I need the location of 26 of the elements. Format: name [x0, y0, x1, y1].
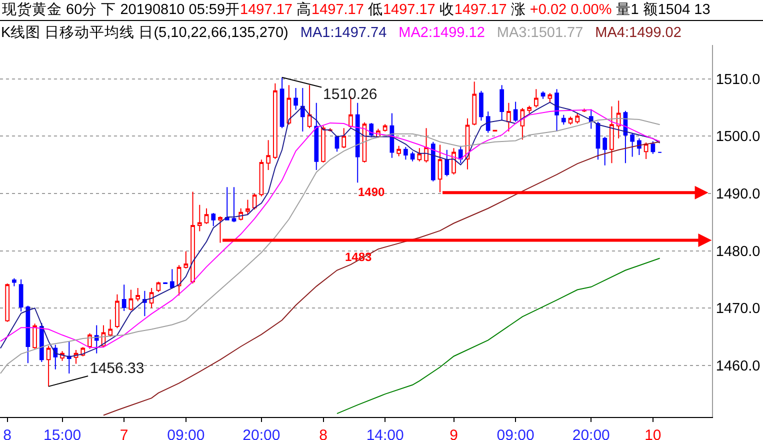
- x-tick-label: 09:00: [496, 427, 534, 440]
- x-tick-label: 9: [450, 427, 458, 440]
- x-tick-label: 10: [644, 427, 662, 440]
- y-tick-label: 1490.0: [716, 186, 760, 203]
- text: MA1:1497.74: [300, 25, 387, 41]
- y-tick-label: 1500.0: [716, 129, 760, 146]
- y-tick-label: 1480.0: [716, 244, 760, 260]
- y-tick-label: 1510.0: [716, 72, 760, 88]
- text: MA4:1499.02: [595, 25, 682, 41]
- chart-subtitle: K线图 日移动平均线 日(5,10,22,66,135,270): [1, 25, 288, 41]
- x-tick-label: 8: [3, 427, 12, 440]
- x-tick-label: 20:00: [242, 427, 280, 440]
- text: MA3:1501.77: [496, 25, 584, 41]
- text: MA2:1499.12: [398, 25, 485, 41]
- x-tick-label: 14:00: [366, 427, 404, 440]
- chart-title: 现货黄金 60分 下 20190810 05:59开1497.17 高1497.17 低1497.17 收1497.17 涨 +0.02 0.00% 量1 额1504 13: [2, 2, 710, 18]
- x-tick-label: 20:00: [572, 427, 610, 440]
- x-tick-label: 15:00: [43, 427, 82, 440]
- x-tick-label: 8: [319, 427, 328, 440]
- annotation: 1456.33: [90, 360, 144, 377]
- x-tick-label: 09:00: [167, 427, 205, 440]
- x-tick-label: 7: [120, 427, 128, 440]
- y-tick-label: 1470.0: [716, 301, 760, 318]
- annotation: 1490: [358, 185, 386, 199]
- annotation: 1510.26: [323, 86, 378, 103]
- y-tick-label: 1460.0: [716, 358, 760, 374]
